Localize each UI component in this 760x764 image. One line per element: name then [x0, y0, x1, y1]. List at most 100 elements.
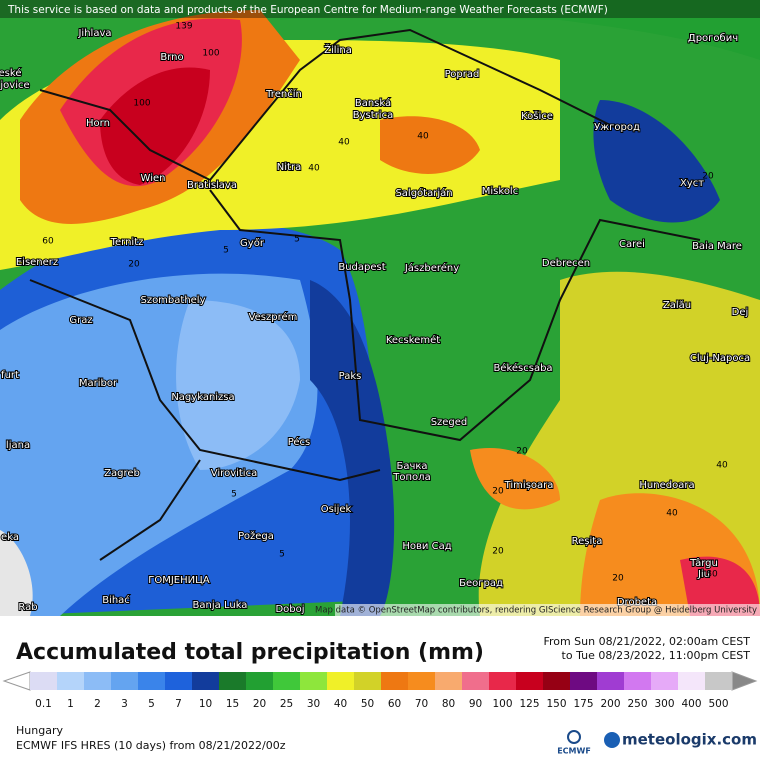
legend-swatch: [678, 672, 706, 690]
legend-swatch: [327, 672, 355, 690]
legend-label: 10: [199, 698, 212, 710]
legend-swatch: [192, 672, 220, 690]
ecmwf-icon: [567, 730, 581, 744]
city-label: Wien: [141, 173, 166, 184]
legend-label: 2: [94, 698, 101, 710]
attribution-bg: [335, 604, 760, 616]
city-label: Jihlava: [77, 28, 111, 39]
city-label: Poprad: [445, 69, 480, 80]
legend-swatch: [165, 672, 193, 690]
legend-label: 125: [519, 698, 539, 710]
city-label: Târgu: [689, 557, 718, 569]
city-label: Pécs: [288, 436, 311, 448]
contour-label: 5: [231, 490, 237, 500]
contour-label: 40: [338, 138, 350, 148]
city-label: Banská: [355, 97, 391, 109]
banner-bg: [0, 0, 760, 18]
city-label: Paks: [339, 371, 362, 382]
city-label: Ужгород: [594, 122, 640, 133]
legend-swatch: [354, 672, 382, 690]
city-label: Cluj-Napoca: [690, 353, 750, 364]
city-label: Rab: [18, 602, 37, 613]
period-end: to Tue 08/23/2022, 11:00pm CEST: [562, 649, 751, 662]
legend-swatch: [84, 672, 112, 690]
contour-label: 80: [706, 570, 718, 580]
city-label: Trenčín: [265, 88, 302, 100]
city-label: Нови Сад: [402, 541, 451, 552]
city-label: Horn: [86, 118, 110, 129]
legend-label: 200: [600, 698, 620, 710]
site-logo[interactable]: meteologix.com: [622, 731, 757, 749]
contour-label: 20: [612, 574, 624, 584]
city-label: Nitra: [277, 162, 301, 173]
contour-labels: 139 100 100 60 40 40 40 20 20 5 5 5 5 20 20 40 40 80 20 20: [42, 22, 728, 584]
city-label: furt: [1, 370, 19, 381]
city-label: Doboj: [275, 604, 304, 615]
legend-label: 25: [280, 698, 293, 710]
city-label: Veszprém: [249, 311, 298, 323]
city-label: Békéscsaba: [493, 362, 552, 374]
city-label: Bystrica: [353, 110, 393, 121]
contour-label: 60: [42, 237, 54, 247]
city-label: Budapest: [338, 262, 385, 273]
precip-area: [593, 100, 720, 223]
legend-swatch: [219, 672, 247, 690]
legend-swatch: [651, 672, 679, 690]
legend-label: 30: [307, 698, 320, 710]
precip-area: [310, 280, 395, 616]
city-label: Žilina: [324, 43, 352, 56]
banner: This service is based on data and produc…: [7, 4, 608, 16]
legend-swatch: [435, 672, 463, 690]
legend-swatch: [30, 672, 58, 690]
contour-label: 20: [492, 547, 504, 557]
legend-label: 40: [334, 698, 347, 710]
city-label: Београд: [459, 578, 503, 589]
ecmwf-logo: ECMWF: [557, 747, 591, 756]
city-label: Eisenerz: [16, 257, 58, 268]
contour-label: 20: [702, 172, 714, 182]
legend-swatch: [462, 672, 490, 690]
contour-label: 40: [666, 509, 678, 519]
legend-swatch: [624, 672, 652, 690]
legend-label: 90: [469, 698, 482, 710]
city-label: jovice: [0, 80, 30, 91]
legend-label: 150: [546, 698, 566, 710]
contour-label: 5: [223, 246, 229, 256]
legend-label: 50: [361, 698, 374, 710]
contour-label: 40: [716, 461, 728, 471]
city-label: Дрогобич: [688, 33, 738, 44]
contour-label: 20: [492, 487, 504, 497]
city-label: Bihać: [102, 594, 130, 606]
city-label: eka: [1, 532, 19, 543]
legend-arrow-left: [2, 671, 31, 691]
contour-label: 40: [417, 132, 429, 142]
contour-label: 20: [128, 260, 140, 270]
precip-area: [100, 67, 210, 185]
legend-label: 3: [121, 698, 128, 710]
legend-swatch: [57, 672, 85, 690]
legend-swatch: [300, 672, 328, 690]
legend-swatch: [246, 672, 274, 690]
legend-swatch: [705, 672, 733, 690]
contour-label: 100: [202, 49, 219, 59]
legend-label: 175: [573, 698, 593, 710]
legend-label: 300: [654, 698, 674, 710]
legend-label: 100: [492, 698, 512, 710]
city-label: Graz: [69, 315, 92, 326]
contour-label: 100: [133, 99, 150, 109]
city-label: Bratislava: [187, 180, 237, 191]
legend-label: 400: [681, 698, 701, 710]
city-label: Virovitica: [211, 468, 257, 479]
legend-swatch: [381, 672, 409, 690]
city-label: Szombathely: [140, 295, 205, 306]
city-label: Бачка: [396, 461, 427, 472]
precip-area: [470, 448, 560, 510]
city-label: Reșița: [572, 536, 603, 547]
city-label: Ternitz: [110, 237, 144, 248]
city-label: Carei: [619, 239, 645, 250]
city-label: Timișoara: [504, 480, 554, 491]
legend-swatch: [138, 672, 166, 690]
city-label: Banja Luka: [193, 600, 248, 611]
attribution: Map data © OpenStreetMap contributors, r…: [315, 606, 757, 616]
city-labels: Jihlava Brno Horn Wien Bratislava Trenčín Žili…: [0, 27, 751, 616]
